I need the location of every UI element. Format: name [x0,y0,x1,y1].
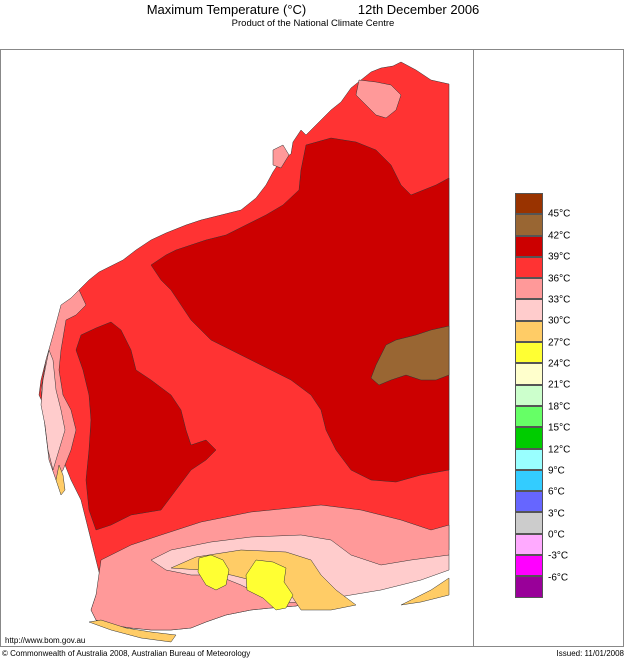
legend-swatch [515,278,543,300]
legend-label: 30°C [548,315,571,327]
land-region-24-27-b [245,559,294,611]
legend-swatch [515,512,543,534]
land-region-39-42-central [150,137,450,483]
land-region-33-36-northwest [272,144,290,169]
legend-label: 45°C [548,208,571,220]
legend-swatch [515,405,543,428]
legend-label: 15°C [548,422,571,434]
land-region-33-36-north [355,79,402,119]
issued-date: Issued: 11/01/2008 [556,649,624,658]
copyright-text: © Commonwealth of Australia 2008, Austra… [2,649,251,658]
legend-label: 3°C [548,508,565,520]
temperature-map [38,61,450,643]
legend-label: 42°C [548,230,571,242]
map-frame [0,49,624,647]
legend-swatch [515,320,543,343]
land-region-27-30-southeast [400,577,450,606]
land-region-27-30-southwest [88,619,177,643]
legend-swatch [515,299,543,321]
legend-label: 39°C [548,251,571,263]
legend-swatch [515,342,543,364]
legend-label: 9°C [548,465,565,477]
land-region-24-27-a [197,554,230,591]
legend-label: 36°C [548,273,571,285]
legend-label: 33°C [548,294,571,306]
legend-label: 0°C [548,529,565,541]
legend-swatch [515,193,543,215]
legend-label: 18°C [548,401,571,413]
land-region-39-42-west [75,321,217,531]
legend-swatch [515,363,543,385]
legend-divider [473,49,474,647]
legend-label: 27°C [548,337,571,349]
legend-swatch [515,448,543,470]
legend-swatch [515,214,543,236]
title-variable: Maximum Temperature (°C) [146,2,307,17]
website-link[interactable]: http://www.bom.gov.au [5,636,86,645]
land-region-30-33-westcoast [40,349,66,471]
legend-swatch [515,576,543,598]
map-title: Maximum Temperature (°C) 12th December 2… [0,2,626,17]
legend-label: 21°C [548,379,571,391]
legend-swatch [515,533,543,556]
legend-swatch [515,235,543,257]
legend-swatch [515,491,543,513]
legend-swatch [515,427,543,449]
legend-label: -3°C [548,550,569,562]
legend-swatch [515,555,543,577]
legend-swatch [515,384,543,406]
legend-label: 6°C [548,486,565,498]
legend-swatch [515,256,543,279]
legend-label: 12°C [548,444,571,456]
land-region-42-45 [370,325,450,386]
map-subtitle: Product of the National Climate Centre [231,18,395,29]
legend-label: -6°C [548,572,569,584]
legend-swatch [515,469,543,492]
legend-label: 24°C [548,358,571,370]
temperature-legend [515,193,543,598]
land-region-27-30-westcoast [55,464,66,496]
title-date: 12th December 2006 [357,2,480,17]
